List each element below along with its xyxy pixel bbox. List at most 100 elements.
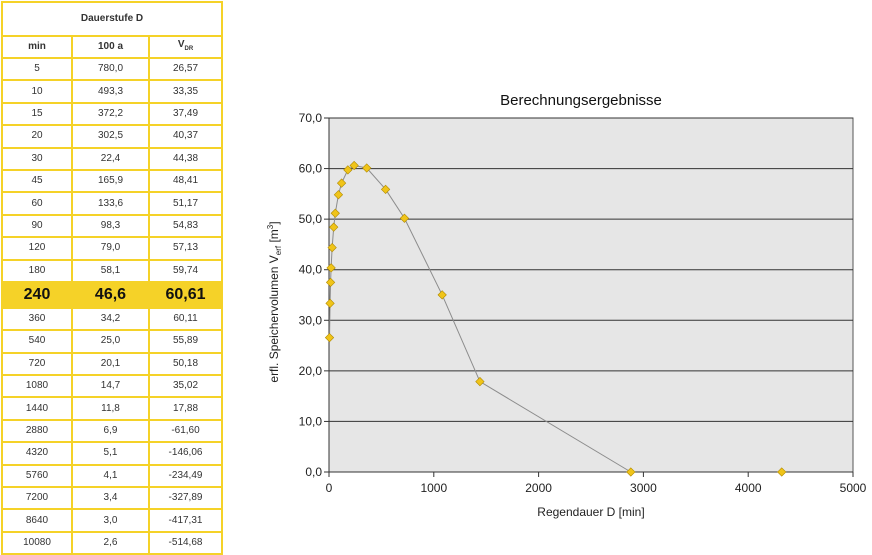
y-axis-label: erfl. Speichervolumen Verf [m3] [266,221,283,382]
y-tick-label: 60,0 [299,162,323,176]
table-row: 4320 5,1 -146,06 [1,441,224,466]
data-point [437,290,447,300]
cell-intensity: 98,3 [71,213,150,239]
cell-intensity: 25,0 [71,329,150,354]
cell-intensity: 22,4 [71,146,150,171]
data-point [327,242,337,253]
cell-volume: -234,49 [147,463,224,489]
cell-volume: 60,11 [147,306,224,332]
cell-intensity: 780,0 [71,56,150,82]
cell-intensity: 372,2 [71,101,150,127]
cell-intensity: 11,8 [71,396,150,421]
cell-duration: 15 [1,101,73,127]
cell-volume: 26,57 [147,56,224,82]
data-point [380,184,391,194]
plot-area [328,117,854,473]
data-point [343,165,353,175]
cell-volume: 51,17 [147,191,224,216]
data-point [626,467,636,477]
cell-intensity: 165,9 [71,168,150,194]
cell-volume: -327,89 [147,486,224,511]
table-row: 540 25,0 55,89 [1,329,224,354]
cell-intensity: 20,1 [71,351,150,377]
table-row: 10 493,3 33,35 [1,79,224,104]
cell-volume: 40,37 [147,124,224,149]
data-point [349,160,359,171]
cell-volume: 44,38 [147,146,224,171]
cell-duration: 10080 [1,530,73,555]
col-header-min: min [1,35,73,59]
cell-intensity: 6,9 [71,418,150,444]
table-row: 1080 14,7 35,02 [1,374,224,399]
table-row-highlight: 240 46,6 60,61 [1,280,224,309]
cell-duration: 5760 [1,463,73,489]
cell-volume: 50,18 [147,351,224,377]
cell-duration: 240 [1,280,73,309]
cell-duration: 45 [1,168,73,194]
cell-duration: 1080 [1,374,73,399]
cell-duration: 10 [1,79,73,104]
x-tick-label: 0 [326,481,333,495]
y-tick-label: 70,0 [299,111,323,125]
cell-duration: 540 [1,329,73,354]
data-point [475,376,485,387]
y-tick-label: 0,0 [305,465,322,479]
chart-title: Berechnungsergebnisse [500,92,662,109]
cell-intensity: 133,6 [71,191,150,216]
y-label-part: ] [267,221,281,224]
cell-duration: 60 [1,191,73,216]
results-table: Dauerstufe D min 100 a VDR 5 780,0 26,57 10… [0,1,224,555]
cell-intensity: 3,4 [71,486,150,511]
cell-volume: -514,68 [147,530,224,555]
table-row: 60 133,6 51,17 [1,191,224,216]
table-row: 1440 11,8 17,88 [1,396,224,421]
cell-intensity: 79,0 [71,236,150,261]
col-header-100a: 100 a [71,35,150,59]
cell-volume: 59,74 [147,258,224,283]
x-tick-label: 3000 [630,481,657,495]
data-point [325,277,336,288]
col-header-vdr: VDR [147,35,224,59]
cell-duration: 90 [1,213,73,239]
table-row: 120 79,0 57,13 [1,236,224,261]
cell-duration: 720 [1,351,73,377]
cell-intensity: 5,1 [71,441,150,466]
cell-volume: 54,83 [147,213,224,239]
cell-duration: 7200 [1,486,73,511]
cell-intensity: 302,5 [71,124,150,149]
cell-duration: 2880 [1,418,73,444]
y-label-part: [m [267,229,281,246]
cell-duration: 180 [1,258,73,283]
cell-volume: 37,49 [147,101,224,127]
data-point [777,467,787,477]
table-row: 5760 4,1 -234,49 [1,463,224,489]
y-tick-label: 30,0 [299,313,323,327]
y-tick-label: 20,0 [299,364,323,378]
table-row: 360 34,2 60,11 [1,306,224,332]
results-chart: 0,0 10,0 20,0 30,0 40,0 50,0 60,0 70,0 0 1000 2000… [266,92,867,519]
cell-intensity: 46,6 [71,280,150,309]
cell-volume: 60,61 [147,280,224,309]
cell-duration: 30 [1,146,73,171]
data-point [333,190,344,200]
table-title: Dauerstufe D [0,1,224,37]
table-row: 30 22,4 44,38 [1,146,224,171]
data-point [326,263,336,273]
cell-volume: 35,02 [147,374,224,399]
cell-volume: 17,88 [147,396,224,421]
data-point [325,298,335,308]
data-point [330,208,340,218]
y-tick-label: 50,0 [299,212,323,226]
table-row: 2880 6,9 -61,60 [1,418,224,444]
cell-duration: 120 [1,236,73,261]
x-tick-label: 4000 [735,481,762,495]
cell-duration: 360 [1,306,73,332]
data-point [324,333,335,343]
y-label-part: erf [274,245,283,255]
cell-volume: -146,06 [147,441,224,466]
x-tick-label: 2000 [525,481,552,495]
data-point [336,178,347,188]
cell-duration: 5 [1,56,73,82]
cell-volume: -61,60 [147,418,224,444]
cell-duration: 20 [1,124,73,149]
